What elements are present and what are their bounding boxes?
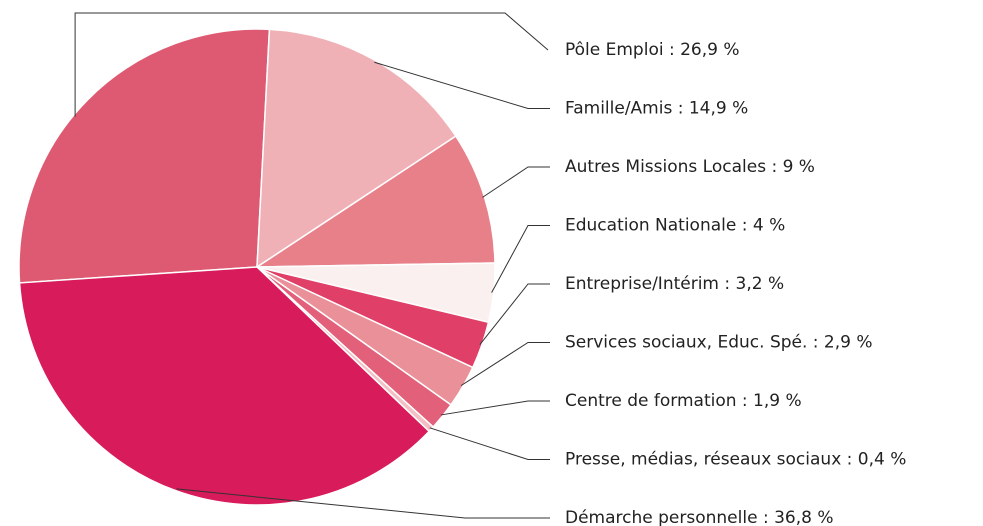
leader-line xyxy=(74,12,549,117)
leader-line xyxy=(460,342,550,387)
slice-label: Famille/Amis : 14,9 % xyxy=(565,99,748,119)
slice-label: Entreprise/Intérim : 3,2 % xyxy=(565,274,784,294)
slice-label: Autres Missions Locales : 9 % xyxy=(565,157,815,177)
slice-label: Education Nationale : 4 % xyxy=(565,216,785,236)
slice-label: Pôle Emploi : 26,9 % xyxy=(565,40,740,60)
leader-line xyxy=(440,400,550,416)
pie-slice xyxy=(256,28,457,269)
leader-line xyxy=(491,225,550,293)
leader-line xyxy=(176,488,550,519)
slice-label: Démarche personnelle : 36,8 % xyxy=(565,508,833,526)
pie-slice xyxy=(18,266,431,506)
pie-slice xyxy=(18,28,271,284)
leader-line xyxy=(479,283,550,345)
slice-label: Centre de formation : 1,9 % xyxy=(565,391,802,411)
slice-label: Services sociaux, Educ. Spé. : 2,9 % xyxy=(565,333,873,353)
pie-slice xyxy=(254,135,496,268)
leader-line xyxy=(482,166,550,198)
slice-label: Presse, médias, réseaux sociaux : 0,4 % xyxy=(565,450,906,470)
leader-line xyxy=(374,61,550,109)
leader-line xyxy=(429,427,550,460)
